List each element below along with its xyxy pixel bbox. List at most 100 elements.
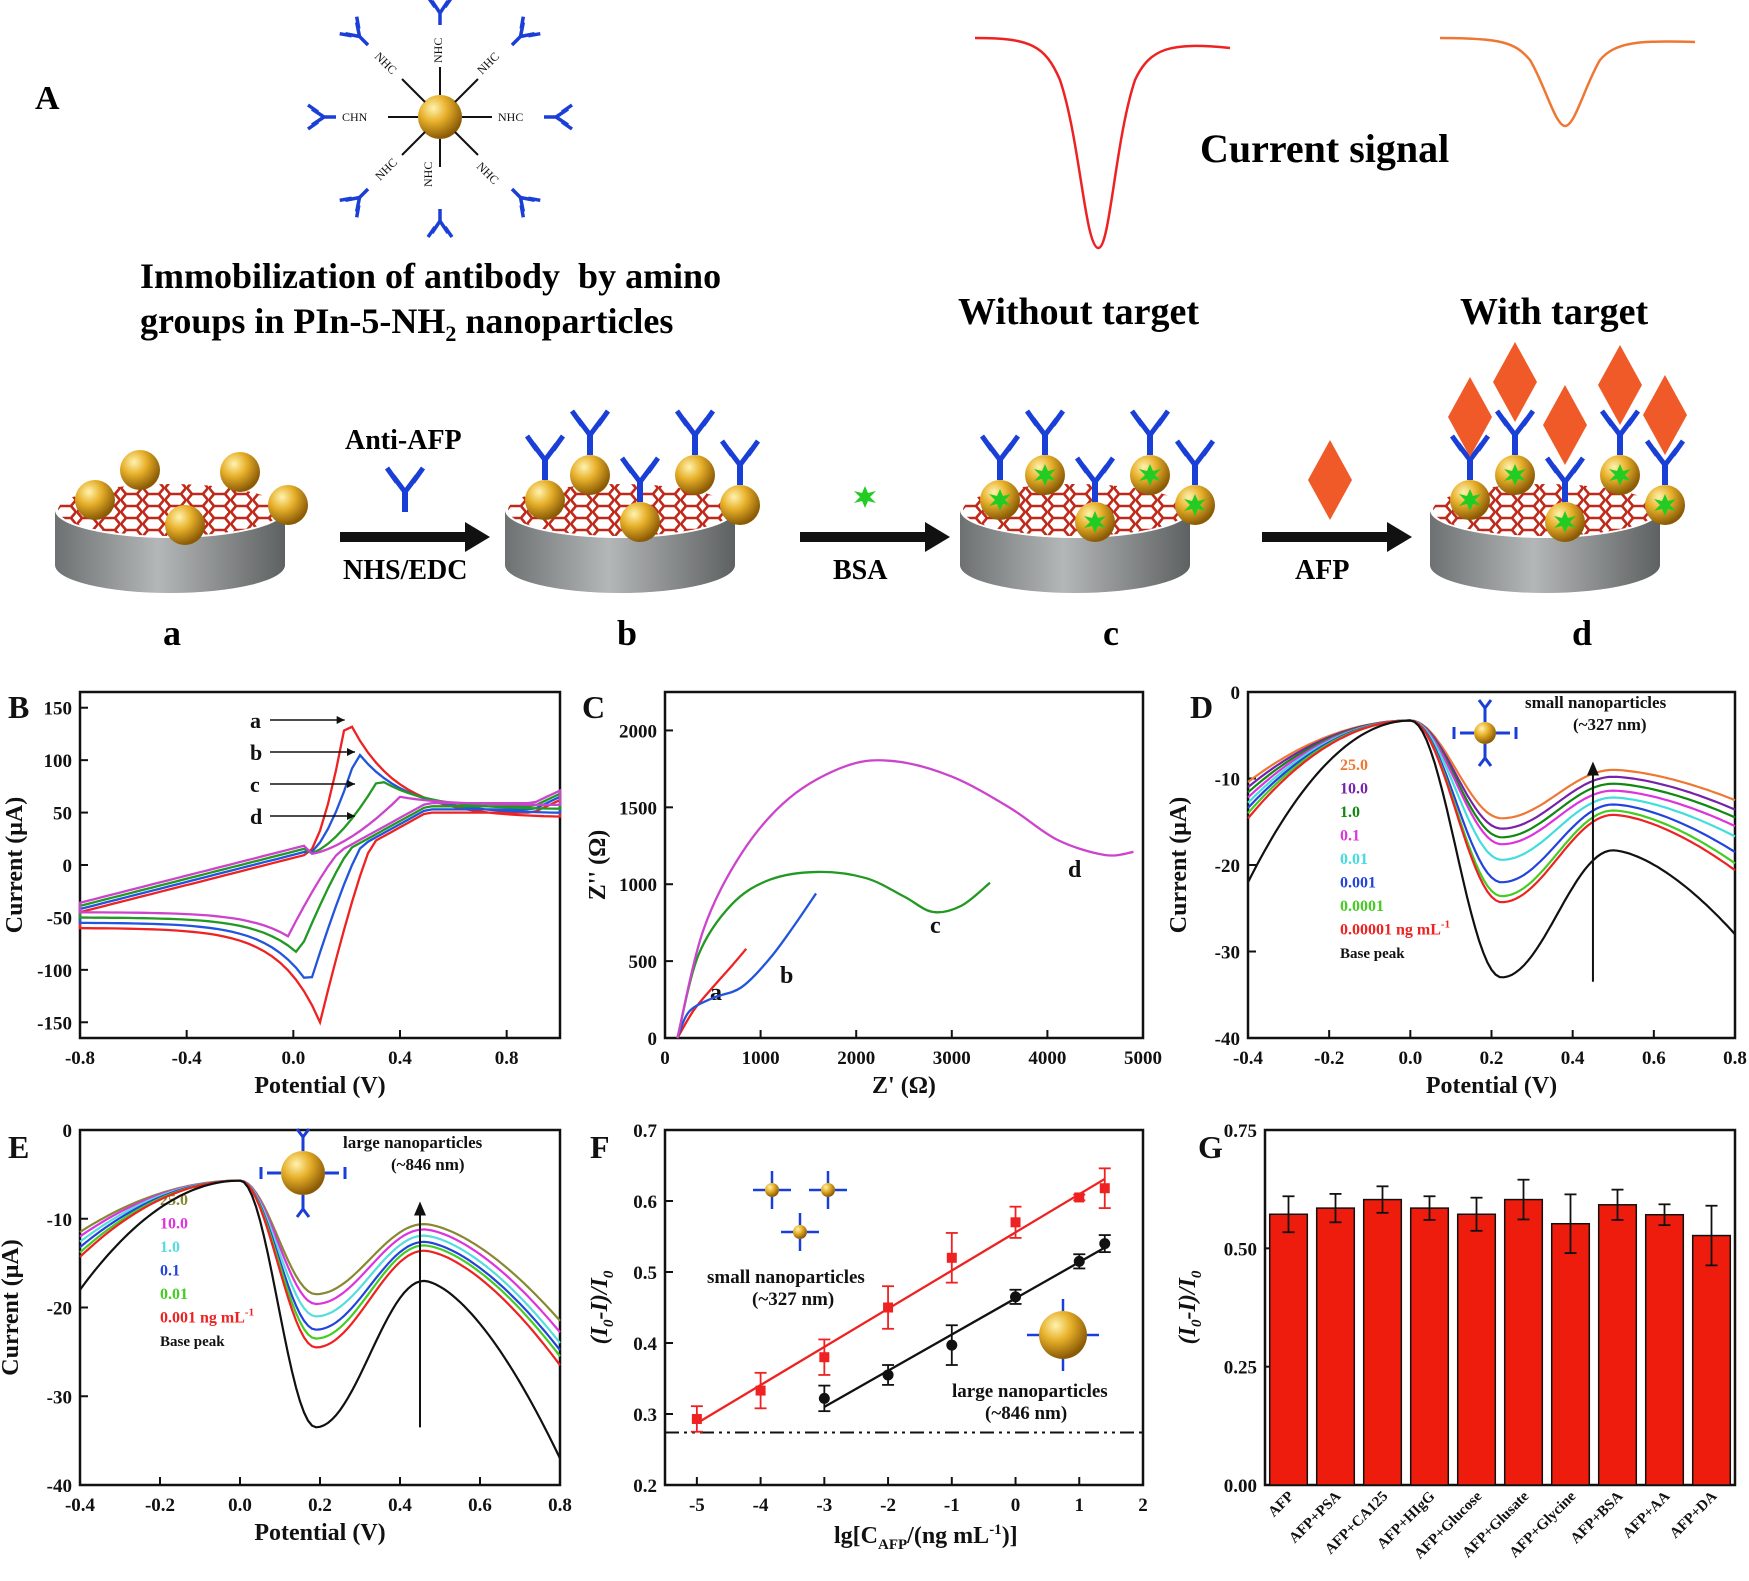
x-axis-label: Potential (V) [1426, 1073, 1557, 1099]
panel-letter-g: G [1198, 1129, 1223, 1165]
series-label-large-sub: (~846 nm) [985, 1403, 1067, 1424]
dpv-legend-item: 0.01 [1340, 851, 1368, 868]
chart-c: C 0 1000 2000 3000 4000 5000 0 500 1000 1500 2000 Z'… [582, 689, 1162, 1099]
nanoparticle-icon [1452, 699, 1518, 767]
cv-label-a: a [250, 708, 261, 733]
y-axis-label: Current (μA) [2, 797, 28, 933]
dpv-curve [1247, 719, 1736, 898]
chart-g: G0.000.250.500.75(I0-I)/I0AFPAFP+PSAAFP+… [1175, 1121, 1737, 1562]
y-tick-label: 0 [63, 856, 73, 877]
bar-AFP+Glusate [1503, 1198, 1544, 1486]
bar-AFP+BSA [1597, 1204, 1638, 1486]
y-tick-label: -50 [47, 908, 72, 929]
current-signal-title: Current signal [1200, 126, 1450, 171]
step-label-c: c [1103, 613, 1119, 653]
x-tick-label: -0.4 [172, 1048, 203, 1069]
dpv-legend-item: 0.1 [1340, 828, 1360, 845]
dpv-legend-item: 0.0001 [1340, 898, 1384, 915]
x-tick-label: 4000 [1028, 1048, 1066, 1069]
dpv-legend-item: Base peak [160, 1334, 225, 1350]
x-axis-label: Potential (V) [254, 1520, 385, 1546]
eis-curve-d [676, 759, 1134, 1039]
x-tick-label: 3000 [933, 1048, 971, 1069]
cv-curve-b [78, 753, 562, 979]
y-tick-label: 0 [648, 1029, 658, 1050]
dpv-curve [79, 1179, 561, 1344]
x-tick-label: 0.4 [388, 1495, 412, 1516]
y-tick-label: 0 [1231, 683, 1241, 704]
with-target-label: With target [1460, 291, 1649, 333]
data-point [1010, 1291, 1022, 1303]
large-nanoparticle-icon [1027, 1299, 1099, 1371]
panel-a-caption-line1: Immobilization of antibody by amino [140, 256, 722, 296]
data-point [1010, 1217, 1021, 1228]
cv-curve-c [78, 781, 562, 954]
y-axis-label: (I0-I)/I0 [587, 1270, 617, 1344]
y-tick-label: 0 [63, 1121, 73, 1142]
dpv-legend-item: 10.0 [1340, 781, 1368, 798]
x-axis-label: lg[CAFP/(ng mL-1)] [834, 1522, 1018, 1553]
arrow1-top-label: Anti-AFP [345, 425, 462, 456]
data-point [755, 1385, 766, 1396]
dpv-curve [1247, 719, 1736, 884]
dpv-legend-item: 25.0 [1340, 757, 1368, 774]
eis-label-b: b [780, 963, 793, 989]
dpv-legend-item: 0.01 [160, 1286, 188, 1303]
data-point [1073, 1255, 1085, 1267]
x-tick-label: 0.2 [308, 1495, 332, 1516]
y-tick-label: 0.7 [633, 1121, 657, 1142]
x-tick-label: 5000 [1124, 1048, 1162, 1069]
fit-line [696, 1177, 1106, 1425]
trend-arrowhead [414, 1201, 426, 1216]
dpv-curve [1247, 719, 1736, 861]
y-tick-label: 1500 [619, 798, 657, 819]
dpv-curve [79, 1179, 561, 1334]
y-tick-label: -100 [37, 961, 72, 982]
data-point [882, 1369, 894, 1381]
panel-letter-e: E [8, 1129, 29, 1165]
panel-a-schematic: NHC NHC CHN NHC NHC NHC NHC NHC [55, 0, 1696, 593]
svg-text:NHC: NHC [431, 38, 445, 63]
x-axis-label: Z' (Ω) [872, 1073, 936, 1099]
dpv-legend-item: 1.0 [1340, 804, 1360, 821]
x-tick-label: -2 [880, 1495, 896, 1516]
y-tick-label: -30 [1215, 943, 1240, 964]
x-tick-label: -0.8 [65, 1048, 95, 1069]
svg-text:CHN: CHN [342, 110, 368, 124]
data-point [1099, 1183, 1110, 1194]
panel-letter-d: D [1190, 689, 1213, 725]
y-tick-label: 0.6 [633, 1192, 657, 1213]
small-nanoparticle-icon [809, 1171, 847, 1209]
y-tick-label: 0.00 [1224, 1476, 1257, 1497]
y-tick-label: 0.75 [1224, 1121, 1257, 1142]
x-tick-label: 0.8 [1723, 1048, 1747, 1069]
y-tick-label: -40 [1215, 1029, 1240, 1050]
x-axis-label: Potential (V) [254, 1073, 385, 1099]
chart-f: F -5 -4 -3 -2 -1 0 1 2 0.2 0.3 0.4 0.5 0.6 0.7 lg[CAFP/… [587, 1121, 1148, 1553]
x-tick-label: 0.2 [1480, 1048, 1504, 1069]
dpv-legend-item: 0.00001 ng mL-1 [1340, 919, 1450, 939]
cv-curve-d [78, 788, 562, 938]
y-tick-label: 2000 [619, 721, 657, 742]
panel-a-caption-line2: groups in PIn-5-NH2 nanoparticles [140, 301, 674, 347]
small-nanoparticle-icon [781, 1213, 819, 1251]
data-point [819, 1352, 830, 1363]
dpv-curve [1247, 719, 1736, 830]
x-tick-label: -0.4 [65, 1495, 96, 1516]
y-tick-label: 0.5 [633, 1263, 657, 1284]
cv-label-arrowhead [336, 716, 345, 724]
y-tick-label: 0.50 [1224, 1239, 1257, 1260]
x-tick-label: 1000 [742, 1048, 780, 1069]
y-tick-label: 500 [629, 952, 658, 973]
fit-line [823, 1246, 1106, 1408]
eis-curve-a [676, 948, 748, 1039]
chart-d: D -0.4 -0.2 0.0 0.2 0.4 0.6 0.8 -40 -30 -20 -10 0 Pot… [1166, 683, 1747, 1099]
y-tick-label: 0.25 [1224, 1358, 1257, 1379]
x-tick-label: -4 [753, 1495, 769, 1516]
y-tick-label: 0.2 [633, 1476, 657, 1497]
arrow3-bottom-label: AFP [1295, 555, 1350, 586]
data-point [946, 1339, 958, 1351]
bar-AFP+DA [1691, 1234, 1732, 1486]
dpv-legend-item: Base peak [1340, 946, 1405, 962]
